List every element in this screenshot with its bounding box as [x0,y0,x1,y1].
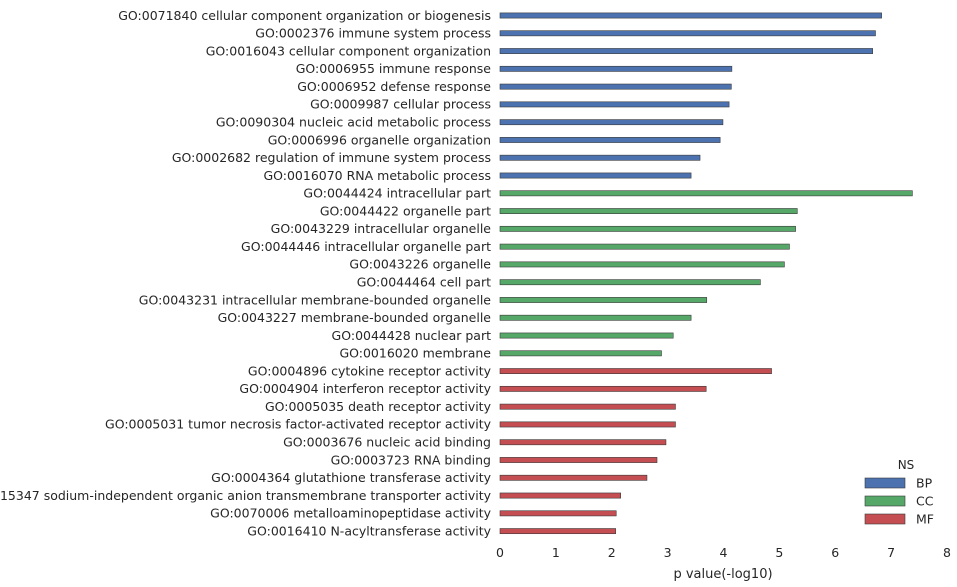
category-label: GO:0006996 organelle organization [268,132,491,147]
x-axis-ticks-group: 0 1 2 3 4 5 6 7 8 [496,545,951,560]
category-label: GO:0043226 organelle [349,257,491,272]
x-tick-label: 1 [552,545,560,560]
category-label: GO:0090304 nucleic acid metabolic proces… [216,114,491,129]
category-label: GO:0005031 tumor necrosis factor-activat… [105,417,492,432]
legend: NS BP CC MF [865,458,934,527]
bar-mf [500,529,616,534]
category-label: GO:0004896 cytokine receptor activity [248,363,492,378]
legend-label-bp: BP [916,476,933,491]
legend-swatch-mf [865,514,905,524]
bar-bp [500,173,691,178]
bar-cc [500,262,784,267]
x-tick-label: 2 [608,545,616,560]
x-tick-label: 5 [775,545,783,560]
category-label: GO:0016020 membrane [339,346,491,361]
category-label: GO:0002376 immune system process [255,26,491,41]
legend-label-mf: MF [916,512,934,527]
bar-cc [500,280,760,285]
bar-mf [500,511,616,516]
bar-mf [500,369,772,374]
x-tick-label: 6 [831,545,839,560]
bar-cc [500,191,912,196]
category-label: GO:0003676 nucleic acid binding [283,435,491,450]
category-label: GO:0071840 cellular component organizati… [118,8,491,23]
bar-cc [500,208,797,213]
category-label: GO:0002682 regulation of immune system p… [172,150,491,165]
x-tick-label: 0 [496,545,504,560]
category-label: GO:0015347 sodium-independent organic an… [0,488,492,503]
category-labels-group: GO:0071840 cellular component organizati… [0,8,492,539]
x-tick-label: 7 [887,545,895,560]
legend-swatch-cc [865,496,905,506]
bar-mf [500,493,621,498]
category-label: GO:0044422 organelle part [320,203,491,218]
bar-mf [500,404,675,409]
bar-mf [500,440,666,445]
category-label: GO:0006952 defense response [297,79,491,94]
category-label: GO:0043229 intracellular organelle [271,221,492,236]
bar-bp [500,66,732,71]
legend-label-cc: CC [916,494,934,509]
bar-bp [500,31,875,36]
category-label: GO:0043227 membrane-bounded organelle [218,310,492,325]
x-tick-label: 8 [943,545,951,560]
bar-mf [500,475,647,480]
bar-cc [500,226,796,231]
bar-mf [500,457,657,462]
category-label: GO:0005035 death receptor activity [265,399,492,414]
bar-cc [500,315,691,320]
bar-bp [500,102,729,107]
category-label: GO:0006955 immune response [296,61,492,76]
category-label: GO:0004904 interferon receptor activity [239,381,491,396]
category-label: GO:0044446 intracellular organelle part [241,239,491,254]
bar-bp [500,120,723,125]
bar-cc [500,297,707,302]
bar-cc [500,244,789,249]
go-enrichment-bar-chart: GO:0071840 cellular component organizati… [0,0,957,587]
bar-mf [500,386,706,391]
category-label: GO:0016070 RNA metabolic process [263,168,491,183]
category-label: GO:0009987 cellular process [310,97,491,112]
category-label: GO:0044464 cell part [357,275,491,290]
bar-cc [500,333,673,338]
category-label: GO:0070006 metalloaminopeptidase activit… [210,506,491,521]
category-label: GO:0016043 cellular component organizati… [206,43,491,58]
legend-title: NS [898,458,915,472]
bar-mf [500,422,675,427]
bar-cc [500,351,661,356]
category-label: GO:0044428 nuclear part [332,328,492,343]
category-label: GO:0016410 N-acyltransferase activity [247,523,491,538]
category-label: GO:0004364 glutathione transferase activ… [211,470,491,485]
bar-bp [500,137,720,142]
x-axis-label: p value(-log10) [673,567,772,582]
x-tick-label: 4 [720,545,728,560]
category-label: GO:0044424 intracellular part [303,186,491,201]
x-tick-label: 3 [664,545,672,560]
category-label: GO:0043231 intracellular membrane-bounde… [139,292,492,307]
bars-group [500,13,912,534]
bar-bp [500,84,731,89]
legend-swatch-bp [865,478,905,488]
category-label: GO:0003723 RNA binding [331,452,491,467]
bar-bp [500,48,873,53]
bar-bp [500,155,700,160]
bar-bp [500,13,882,18]
